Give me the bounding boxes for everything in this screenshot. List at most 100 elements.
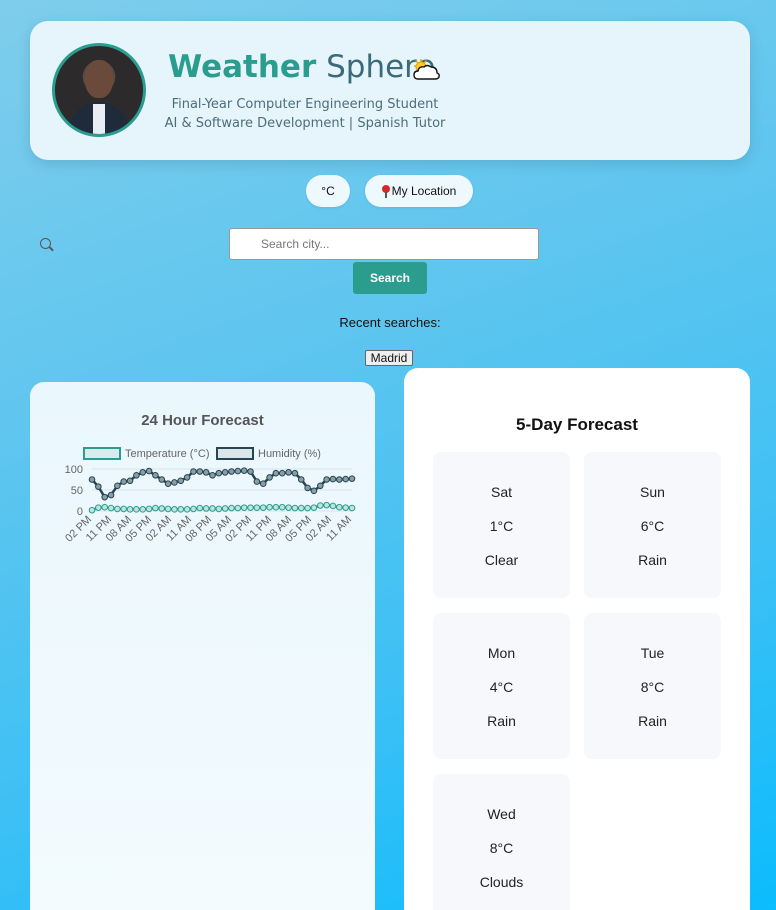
data-point [158,505,166,512]
data-point [190,505,197,513]
day-name: Wed [487,806,516,822]
data-point [107,504,115,512]
data-point [297,476,305,483]
day-card: Sun 6°C Rain [584,452,721,598]
data-point [336,503,343,511]
data-point [253,478,261,485]
data-point [323,476,330,483]
data-point [348,475,356,482]
data-point [196,468,204,475]
subtitle-line-1: Final-Year Computer Engineering Student [171,97,439,112]
data-point [101,503,108,511]
search-icon [40,238,51,249]
data-point [215,505,223,513]
avatar-face [85,60,113,98]
app-header: Weather Sphere Final-Year Computer Engin… [30,21,750,160]
data-point [342,504,349,511]
data-point [221,505,229,512]
app-title-bold: Weather [168,49,317,85]
day-name: Mon [487,645,516,661]
data-point [152,472,159,479]
day-name: Tue [640,645,665,661]
day-condition: Clear [484,552,519,568]
my-location-button[interactable]: My Location [365,175,473,207]
data-point [259,504,267,511]
data-point [253,504,261,511]
data-point [316,482,324,490]
data-point [183,506,191,513]
data-point [126,477,134,485]
data-point [145,467,153,475]
data-point [114,482,121,490]
data-point [126,506,134,513]
data-point [145,505,153,513]
data-point [329,475,337,483]
data-point [285,504,292,511]
data-point [139,506,147,513]
day-condition: Clouds [479,874,524,890]
hourly-chart-title: 24 Hour Forecast [141,412,264,429]
pin-icon [381,185,390,198]
data-point [152,504,159,512]
data-point [240,467,248,474]
y-tick-label: 50 [71,485,83,497]
data-point [221,469,229,476]
day-card: Sat 1°C Clear [433,452,570,598]
y-tick-label: 0 [77,506,83,518]
day-temp: 8°C [489,840,514,856]
data-point [316,502,324,509]
my-location-label: My Location [391,184,457,198]
data-point [259,480,267,488]
day-condition: Rain [487,713,516,729]
day-temp: 1°C [489,518,514,534]
data-point [278,469,286,477]
data-point [323,501,330,509]
day-condition: Rain [638,552,667,568]
data-point [266,503,273,511]
data-point [190,468,197,475]
data-point [88,506,96,514]
data-point [133,472,140,479]
subtitle-line-2: AI & Software Development | Spanish Tuto… [164,116,446,131]
data-point [107,491,115,499]
data-point [247,504,254,511]
search-button[interactable]: Search [353,262,427,294]
recent-searches-label: Recent searches: [339,315,441,330]
data-point [164,480,172,488]
data-point [183,474,191,481]
legend-swatch-temperature [83,447,121,460]
data-point [133,506,140,513]
day-card: Wed 8°C Clouds [433,774,570,910]
data-point [228,504,235,512]
unit-toggle-button[interactable]: °C [306,175,350,207]
day-card: Mon 4°C Rain [433,613,570,759]
data-point [266,474,273,481]
avatar [52,43,146,137]
data-point [215,469,223,477]
data-point [164,505,172,513]
data-point [304,484,311,492]
data-point [101,493,108,501]
legend-swatch-humidity [216,447,254,460]
data-point [234,504,242,512]
five-day-forecast-panel: 5-Day Forecast Sat 1°C Clear Sun 6°C Rai… [404,368,750,910]
data-point [291,469,299,477]
data-point [95,504,102,511]
app-title: Weather Sphere [168,49,435,85]
data-point [228,468,235,475]
day-name: Sun [640,484,665,500]
day-temp: 4°C [489,679,514,695]
data-point [310,487,318,495]
sun-behind-cloud-icon [413,59,440,80]
y-tick-label: 100 [65,464,83,476]
data-point [202,469,210,476]
data-point [209,505,216,512]
day-name: Sat [490,484,512,500]
data-point [272,469,280,477]
city-search-input[interactable] [229,228,539,260]
unit-toggle-label: °C [321,184,335,198]
chart-legend: Temperature (°C) Humidity (%) [83,447,321,460]
recent-search-madrid[interactable]: Madrid [365,350,413,366]
day-temp: 6°C [640,518,665,534]
